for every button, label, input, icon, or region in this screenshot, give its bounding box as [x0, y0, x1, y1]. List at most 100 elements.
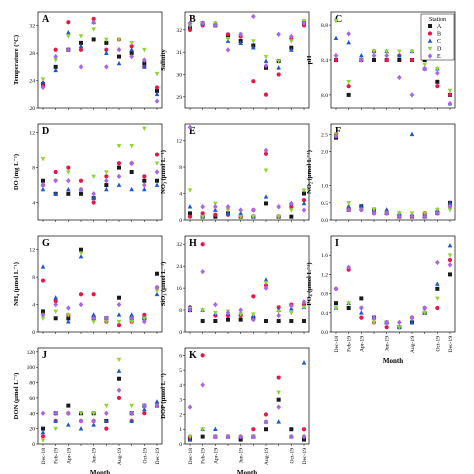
panel-g-point-e: [129, 315, 134, 321]
panel-b-point-a: [226, 34, 230, 39]
panel-i-point-c: [409, 319, 415, 325]
panel-e-point-e: [187, 124, 193, 131]
panel-a-point-d: [104, 37, 109, 43]
panel-h-point-e: [289, 303, 294, 309]
panel-a-ytick-label: 20: [29, 106, 35, 112]
panel-k-point-c: [276, 419, 281, 424]
panel-f-point-e: [359, 207, 364, 213]
panel-k-ylabel: DOP (µmol L⁻¹): [160, 373, 167, 419]
legend-marker-d: [427, 46, 433, 52]
panel-j-ytick-label: 20: [29, 427, 35, 433]
panel-i-point-e: [435, 259, 440, 266]
panel-e-point-b: [187, 214, 193, 219]
panel-f-point-e: [397, 213, 402, 220]
panel-j-point-c: [53, 418, 58, 423]
panel-h-point-a: [213, 319, 218, 324]
panel-i-point-b: [447, 257, 453, 263]
panel-b-ytick-label: 32: [176, 28, 182, 34]
panel-h-point-a: [226, 317, 230, 322]
panel-a-ytick-label: 32: [29, 24, 35, 30]
panel-k-point-c: [301, 360, 307, 365]
panel-h-point-d: [251, 312, 256, 317]
panel-c-point-c: [333, 35, 339, 40]
panel-i-ylabel: PO₄ (µmol L⁻¹): [306, 262, 313, 305]
panel-j-point-c: [116, 368, 122, 373]
panel-i-ytick-label: 0.8: [321, 292, 328, 298]
panel-e-frame: [184, 123, 310, 221]
panel-a-point-b: [66, 20, 71, 25]
panel-e-point-d: [301, 188, 307, 193]
panel-b-point-e: [263, 62, 269, 69]
panel-h-point-d: [238, 312, 243, 317]
panel-j-point-b: [142, 411, 147, 416]
panel-e-point-d: [263, 168, 269, 173]
panel-d-point-d: [40, 157, 46, 162]
panel-c-point-d: [435, 66, 440, 72]
panel-a-point-e: [91, 19, 96, 25]
panel-a-ytick-label: 24: [29, 79, 35, 85]
panel-k-point-b: [301, 427, 307, 432]
panel-e-point-c: [225, 210, 231, 216]
panel-i-point-a: [334, 301, 338, 306]
panel-b-point-e: [301, 20, 307, 26]
panel-i-point-a: [346, 306, 351, 310]
panel-j-point-c: [40, 429, 46, 435]
panel-b-ytick-label: 29: [176, 95, 182, 101]
panel-i-point-c: [435, 281, 440, 286]
panel-d-point-b: [53, 169, 58, 175]
panel-d-point-a: [129, 170, 134, 174]
panel-e-point-c: [301, 200, 307, 206]
panel-k-xlabel: Month: [237, 469, 257, 474]
panel-c-point-b: [384, 57, 389, 63]
panel-k-point-b: [251, 427, 256, 432]
panel-i-point-e: [447, 262, 453, 268]
panel-a-point-a: [117, 54, 121, 59]
panel-a-ytick-label: 28: [29, 51, 35, 57]
panel-h-point-c: [263, 277, 269, 282]
panel-e-point-a: [188, 211, 192, 216]
panel-i-xtick-label: Feb-19: [347, 336, 353, 352]
panel-j-point-d: [129, 403, 134, 409]
panel-k-xtick-label: Apr-19: [213, 448, 219, 464]
panel-d-point-c: [154, 182, 160, 187]
panel-d-point-a: [41, 178, 45, 183]
panel-h-point-a: [289, 319, 294, 324]
panel-h-point-d: [289, 311, 294, 316]
panel-i-point-e: [371, 314, 377, 321]
panel-j-point-c: [104, 418, 109, 423]
panel-g-point-a: [155, 271, 159, 276]
panel-j-point-d: [78, 411, 84, 416]
panel-j-xtick-label: Jun-19: [92, 448, 98, 463]
panel-d-point-e: [154, 169, 160, 175]
panel-i-point-e: [397, 319, 402, 326]
panel-a-point-e: [129, 53, 134, 60]
panel-i-point-e: [346, 264, 351, 270]
panel-d-point-c: [116, 182, 122, 187]
panel-d-point-b: [104, 174, 109, 179]
panel-j-point-e: [142, 402, 147, 409]
panel-f-ytick-label: 0.5: [321, 201, 328, 207]
panel-d-point-d: [129, 144, 134, 149]
panel-h-point-e: [225, 310, 231, 316]
panel-d-point-a: [142, 178, 147, 183]
panel-h-point-d: [301, 305, 307, 310]
panel-h-point-e: [263, 285, 269, 291]
panel-d-point-b: [154, 152, 160, 157]
panel-i-ytick-label: 1.2: [321, 272, 328, 278]
panel-g-point-d: [91, 319, 96, 325]
panel-k-xtick-label: Aug-19: [264, 448, 270, 465]
panel-b-point-e: [225, 47, 231, 53]
panel-h-letter: H: [189, 238, 197, 249]
panel-c-point-e: [422, 66, 427, 72]
panel-d-point-e: [66, 178, 71, 184]
panel-j-point-c: [154, 399, 160, 404]
panel-a-point-a: [53, 64, 58, 69]
panel-b-point-e: [276, 31, 281, 38]
panel-j-point-e: [78, 418, 84, 424]
panel-i-point-e: [422, 305, 427, 311]
panel-d-point-e: [91, 191, 96, 197]
panel-a-point-c: [78, 43, 84, 49]
panel-c-point-d: [409, 49, 415, 54]
panel-i-letter: I: [335, 238, 339, 249]
